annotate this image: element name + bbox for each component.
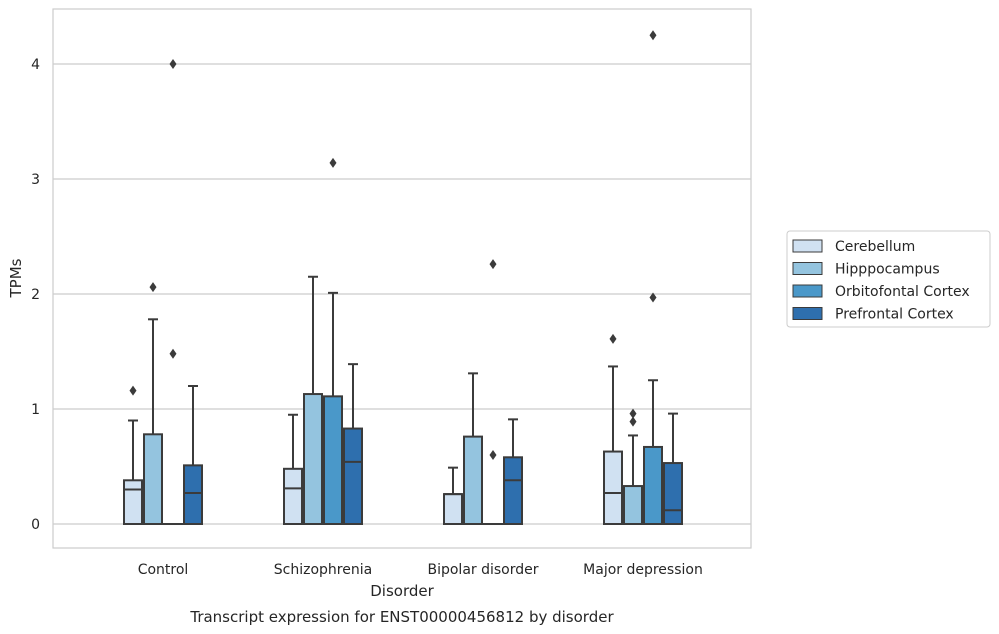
box-cerebellum: [603, 333, 623, 525]
box-iqr: [463, 435, 483, 526]
box-prefrontal-cortex: [343, 363, 363, 525]
box-iqr: [643, 445, 663, 526]
axes: 0 1 2 3 4 Control Schizophrenia Bipolar disorde…: [31, 57, 703, 578]
box-iqr: [123, 479, 143, 525]
outlier-point: [129, 385, 137, 396]
box-iqr: [603, 450, 623, 525]
chart-title: Transcript expression for ENST0000045681…: [189, 608, 614, 626]
box-orbitofontal-cortex: [483, 259, 503, 526]
box-orbitofontal-cortex: [643, 30, 663, 526]
x-axis-label: Disorder: [370, 582, 434, 600]
x-tick-label: Major depression: [583, 562, 703, 578]
box-iqr: [343, 427, 363, 525]
outlier-point: [629, 408, 637, 419]
legend-entry-label: Cerebellum: [835, 239, 915, 255]
legend-entry-label: Hipppocampus: [835, 262, 940, 278]
box-hipppocampus: [463, 372, 483, 526]
outlier-point: [609, 333, 617, 344]
y-tick-label: 0: [31, 517, 40, 533]
box-cerebellum: [123, 385, 143, 525]
box-prefrontal-cortex: [183, 385, 203, 526]
x-tick-label: Schizophrenia: [274, 562, 372, 578]
outlier-point: [489, 450, 497, 460]
box-iqr: [663, 462, 683, 525]
box-iqr: [283, 467, 303, 525]
outlier-point: [149, 282, 157, 293]
box-iqr: [143, 433, 163, 525]
box-hipppocampus: [303, 275, 323, 525]
box-iqr: [323, 395, 343, 526]
outlier-point: [329, 157, 337, 168]
outlier-point: [649, 30, 657, 41]
x-tick-label: Bipolar disorder: [427, 562, 538, 578]
y-tick-label: 4: [31, 57, 40, 73]
y-axis-label: TPMs: [7, 258, 25, 298]
legend-entry-label: Orbitofontal Cortex: [835, 284, 970, 300]
box-orbitofontal-cortex: [323, 157, 343, 526]
box-prefrontal-cortex: [503, 418, 523, 525]
outlier-point: [489, 259, 497, 270]
box-orbitofontal-cortex: [163, 59, 183, 526]
legend-swatch: [792, 307, 823, 320]
boxes: [123, 30, 683, 526]
box-prefrontal-cortex: [663, 412, 683, 525]
box-iqr: [183, 464, 203, 526]
plot-frame: [52, 8, 752, 549]
legend-frame: [786, 230, 991, 328]
box-iqr: [443, 493, 463, 526]
outlier-point: [169, 59, 177, 69]
y-tick-label: 1: [31, 402, 40, 418]
x-tick-label: Control: [138, 562, 189, 578]
box-cerebellum: [443, 466, 463, 526]
legend-entry-label: Prefrontal Cortex: [835, 307, 954, 323]
box-iqr: [623, 485, 643, 525]
box-hipppocampus: [623, 408, 643, 525]
box-cerebellum: [283, 413, 303, 525]
legend-swatch: [792, 284, 823, 298]
box-hipppocampus: [143, 282, 163, 525]
outlier-point: [629, 416, 637, 427]
legend: Cerebellum Hipppocampus Orbitofontal Corte…: [786, 230, 991, 328]
box-iqr: [303, 393, 323, 525]
legend-swatch: [792, 239, 823, 253]
y-tick-label: 3: [31, 172, 40, 188]
box-iqr: [503, 456, 523, 525]
outlier-point: [169, 348, 177, 359]
outlier-point: [649, 292, 657, 303]
y-tick-label: 2: [31, 287, 40, 303]
legend-swatch: [792, 262, 823, 275]
